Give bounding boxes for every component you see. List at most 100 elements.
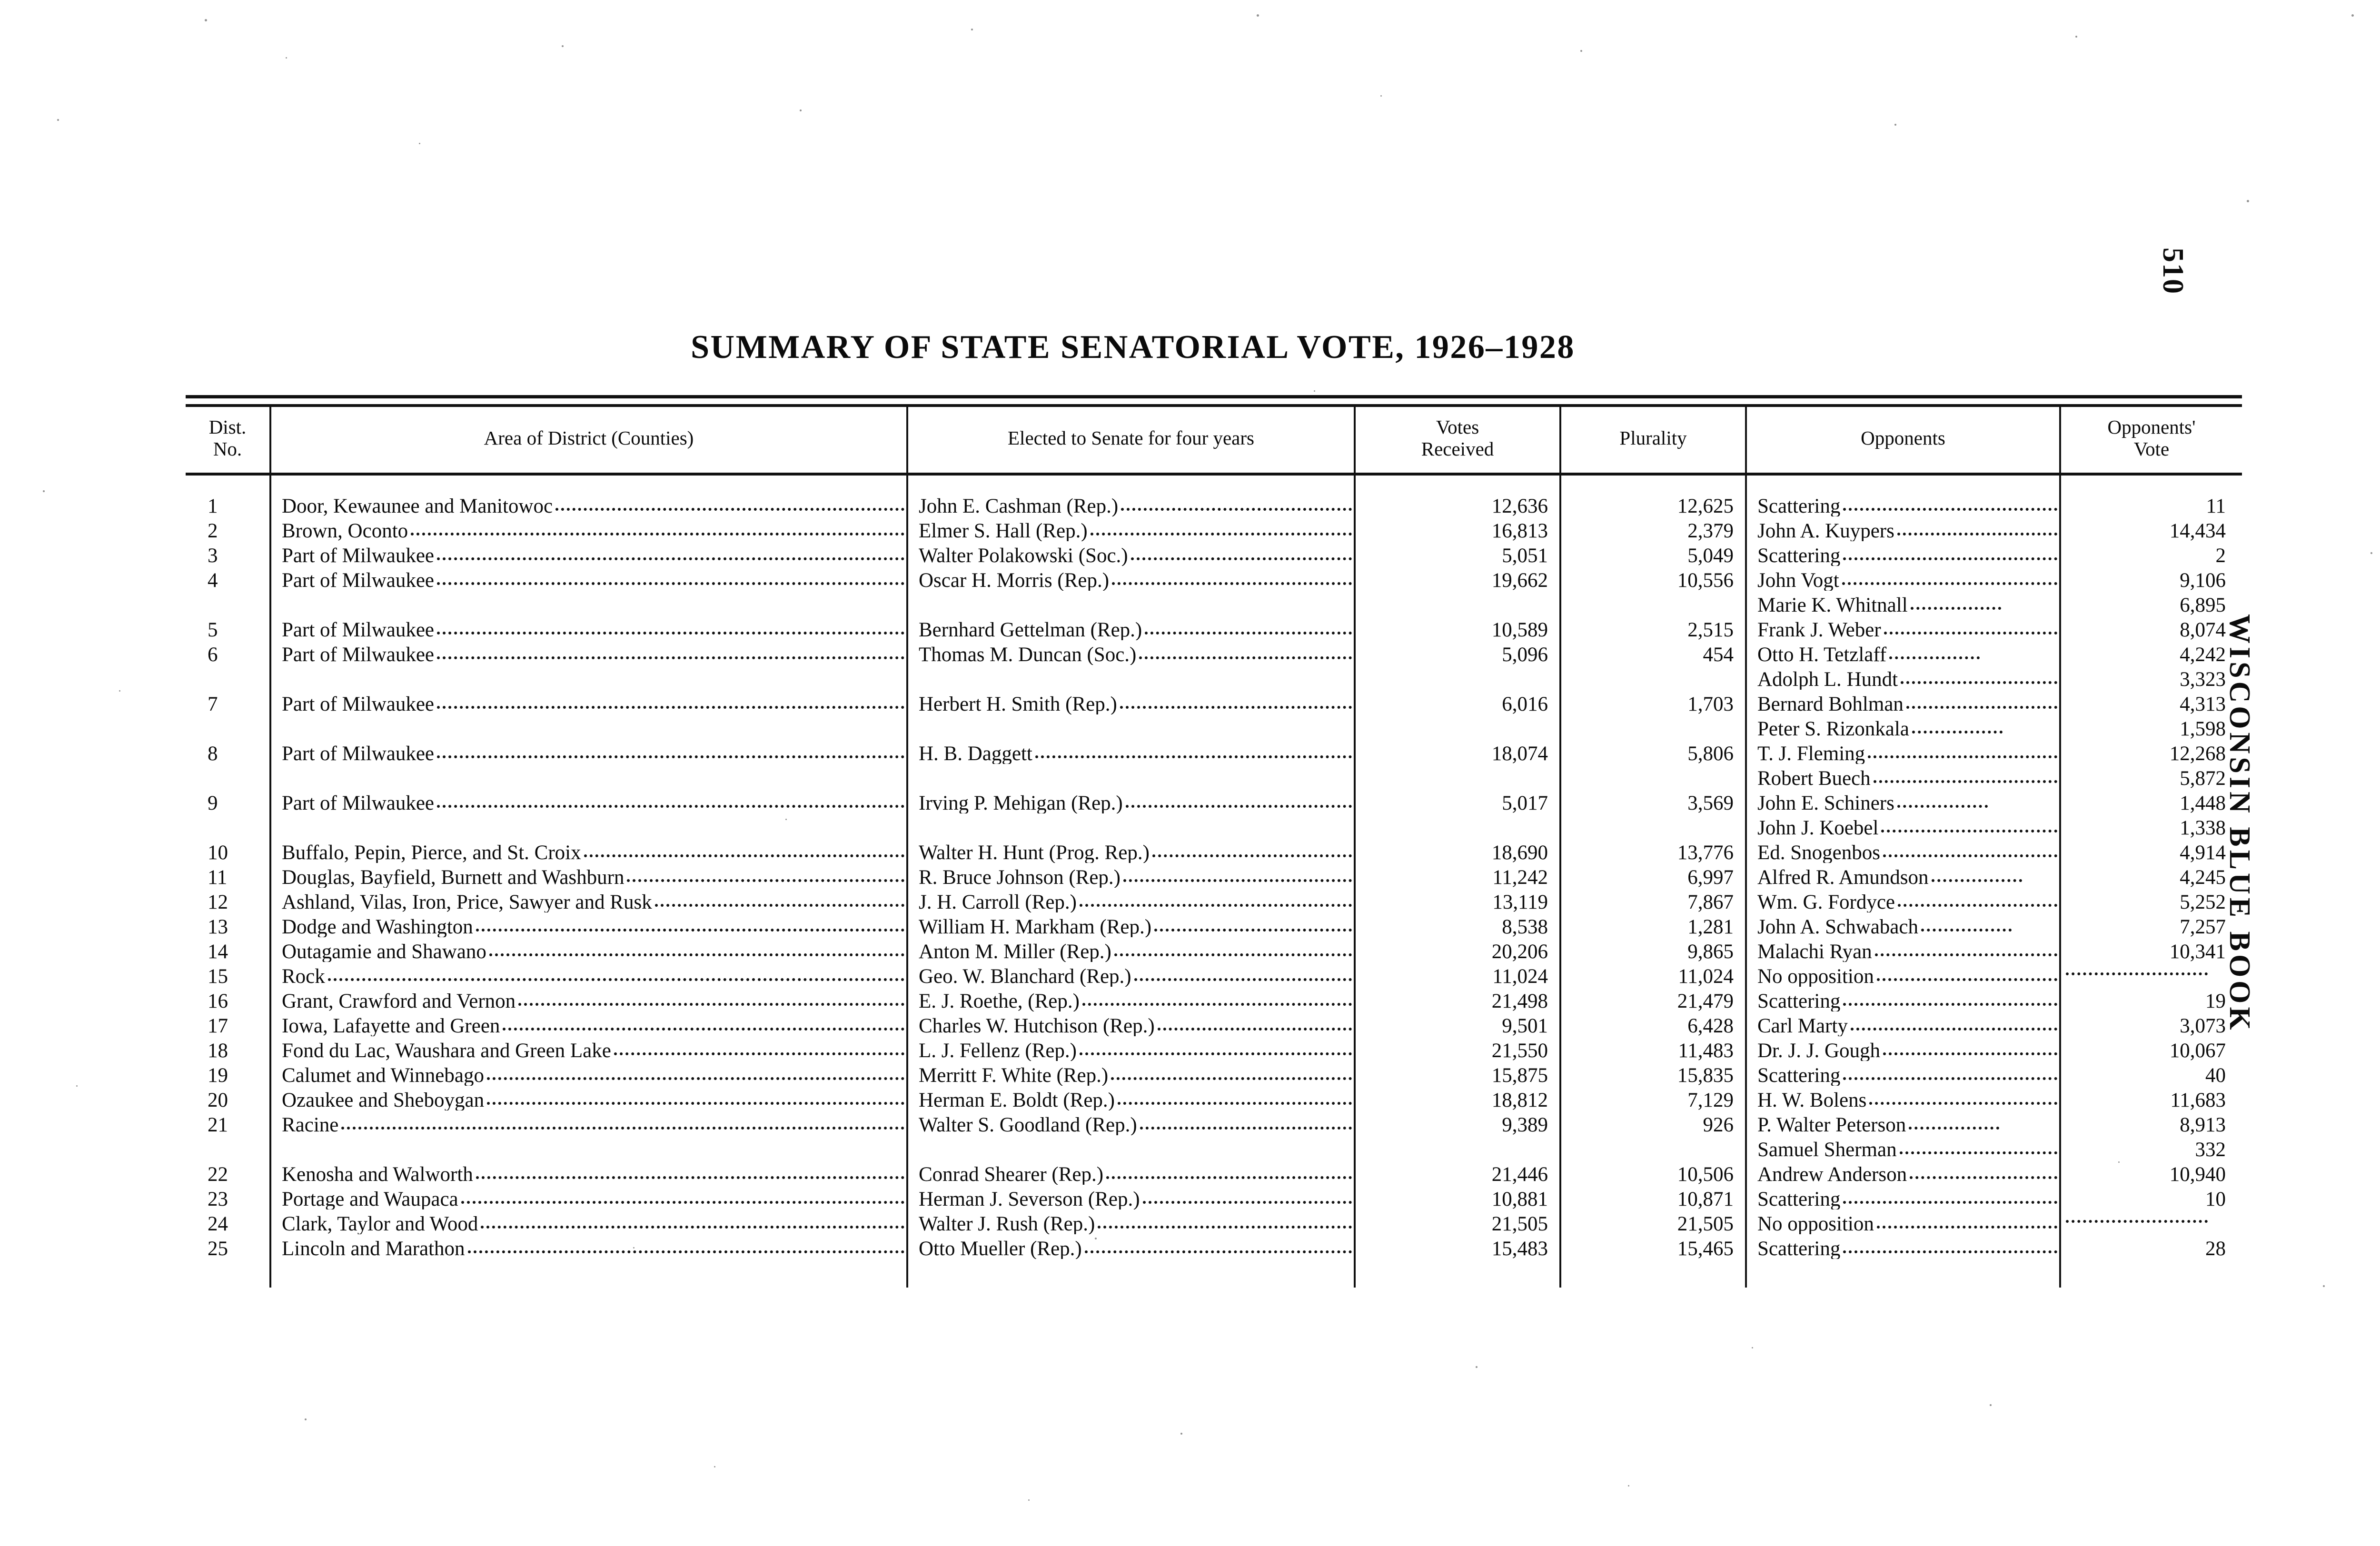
cell-plurality: 11,483 <box>1560 1036 1747 1061</box>
cell-area: Clark, Taylor and Wood <box>270 1209 908 1234</box>
cell-votes-received: 9,501 <box>1355 1011 1561 1036</box>
area-leader-dots <box>487 1101 904 1105</box>
cell-opponents-vote: 14,434 <box>2060 516 2242 541</box>
elected-senator-label: H. B. Daggett <box>919 742 1032 764</box>
opponent-leader-dots <box>1883 1052 2057 1055</box>
cell-votes-received: 16,813 <box>1355 516 1561 541</box>
cell-opponents-vote: 5,252 <box>2060 888 2242 912</box>
district-number-label: 10 <box>208 841 228 863</box>
cell-votes-received: 8,538 <box>1355 912 1561 937</box>
opponent-leader-dots <box>1906 705 2057 709</box>
opponent-name-label: Otto H. Tetzlaff <box>1757 643 1887 665</box>
cell-opponents: Otto H. Tetzlaff Adolph L. Hundt <box>1746 640 2061 690</box>
table-row[interactable]: 21 Racine Walter S. Goodland (Rep.) 9,389 92… <box>186 1110 2242 1160</box>
table-row[interactable]: 4 Part of Milwaukee Oscar H. Morris (Rep.)… <box>186 565 2242 615</box>
plurality: 11,483 <box>1561 1036 1745 1061</box>
opponent-vote: 40 <box>2061 1061 2242 1086</box>
opponent-vote: 28 <box>2061 1234 2242 1259</box>
elected-senator: John E. Cashman (Rep.) <box>908 492 1354 516</box>
cell-district: 24 <box>186 1209 271 1234</box>
cell-votes-received: 11,024 <box>1355 961 1561 987</box>
table-row[interactable]: 8 Part of Milwaukee H. B. Daggett 18,074 5,8… <box>186 739 2242 789</box>
column-header-opponents: Opponents <box>1746 407 2061 476</box>
table-row[interactable]: 3 Part of Milwaukee Walter Polakowski (Soc… <box>186 541 2242 566</box>
cell-district: 20 <box>186 1085 271 1110</box>
cell-opponents-vote: 4,914 <box>2060 838 2242 863</box>
scan-speckle <box>305 1418 307 1420</box>
cell-elected: Herbert H. Smith (Rep.) <box>907 689 1356 739</box>
table-row[interactable]: 13 Dodge and Washington William H. Markham… <box>186 912 2242 937</box>
district-area-label: Ozaukee and Sheboygan <box>282 1089 485 1110</box>
cell-plurality: 1,703 <box>1560 689 1747 739</box>
elected-leader-dots <box>1139 656 1352 659</box>
table-row[interactable]: 15 Rock Geo. W. Blanchard (Rep.) 11,024 11,0… <box>186 961 2242 987</box>
table-row[interactable]: 17 Iowa, Lafayette and Green Charles W. Hu… <box>186 1011 2242 1036</box>
table-row[interactable]: 25 Lincoln and Marathon Otto Mueller (Rep.… <box>186 1234 2242 1259</box>
table-row[interactable]: 19 Calumet and Winnebago Merritt F. White … <box>186 1060 2242 1086</box>
opponent-leader-dots <box>1876 1225 2057 1229</box>
opponent-leader-dots <box>1843 1200 2057 1204</box>
plurality-label: 1,281 <box>1687 915 1734 937</box>
scan-speckle <box>76 1085 78 1087</box>
table-row[interactable]: 5 Part of Milwaukee Bernhard Gettelman (Re… <box>186 615 2242 640</box>
opponent-name: Scattering <box>1747 987 2059 1011</box>
plurality: 926 <box>1561 1110 1745 1135</box>
cell-area: Douglas, Bayfield, Burnett and Washburn <box>270 862 908 888</box>
cell-plurality: 15,835 <box>1560 1060 1747 1086</box>
votes-received: 5,017 <box>1356 789 1559 813</box>
cell-opponents-vote: 4,313 1,598 <box>2060 690 2242 739</box>
district-area-label: Part of Milwaukee <box>282 618 435 640</box>
votes-received-label: 9,501 <box>1502 1014 1548 1036</box>
table-row[interactable]: 18 Fond du Lac, Waushara and Green Lake L.… <box>186 1036 2242 1061</box>
opponent-name: Scattering <box>1747 1061 2059 1086</box>
table-row[interactable]: 20 Ozaukee and Sheboygan Herman E. Boldt (… <box>186 1085 2242 1110</box>
table-row[interactable]: 22 Kenosha and Walworth Conrad Shearer (Re… <box>186 1160 2242 1185</box>
opponent-vote: 3,323 <box>2061 665 2242 690</box>
table-row[interactable]: 10 Buffalo, Pepin, Pierce, and St. Croix W… <box>186 838 2242 863</box>
plurality: 11,024 <box>1561 962 1745 987</box>
scan-speckle <box>1752 1347 1753 1348</box>
votes-received: 8,538 <box>1356 912 1559 937</box>
blank-line <box>271 665 906 690</box>
scan-speckle <box>1476 1366 1478 1368</box>
district-number: 12 <box>186 888 269 912</box>
area-leader-dots <box>411 532 904 535</box>
opponent-vote: 9,106 <box>2061 566 2242 591</box>
table-row[interactable]: 11 Douglas, Bayfield, Burnett and Washbur… <box>186 862 2242 888</box>
table-row[interactable]: 12 Ashland, Vilas, Iron, Price, Sawyer an… <box>186 887 2242 912</box>
cell-votes-received: 18,074 <box>1355 739 1561 789</box>
votes-received-label: 8,538 <box>1502 915 1548 937</box>
table-row[interactable]: 24 Clark, Taylor and Wood Walter J. Rush (… <box>186 1209 2242 1234</box>
no-opposition-dash-rule <box>2066 972 2208 975</box>
table-row[interactable]: 16 Grant, Crawford and Vernon E. J. Roethe… <box>186 986 2242 1011</box>
votes-received-label: 16,813 <box>1491 519 1548 541</box>
area-leader-dots <box>461 1200 904 1204</box>
elected-senator-label: Walter J. Rush (Rep.) <box>919 1212 1095 1234</box>
table-row[interactable]: 14 Outagamie and Shawano Anton M. Miller (… <box>186 937 2242 962</box>
plurality: 6,997 <box>1561 863 1745 888</box>
district-area: Brown, Oconto <box>271 516 906 541</box>
opponent-vote: 3,073 <box>2061 1011 2242 1036</box>
district-number-label: 13 <box>208 915 228 937</box>
cell-area: Outagamie and Shawano <box>270 937 908 962</box>
table-row[interactable]: 9 Part of Milwaukee Irving P. Mehigan (Rep… <box>186 788 2242 838</box>
cell-area: Calumet and Winnebago <box>270 1060 908 1086</box>
table-row[interactable]: 2 Brown, Oconto Elmer S. Hall (Rep.) 16,813… <box>186 516 2242 541</box>
table-row[interactable]: 7 Part of Milwaukee Herbert H. Smith (Rep.… <box>186 689 2242 739</box>
cell-votes-received: 21,446 <box>1355 1160 1561 1185</box>
table-row[interactable]: 23 Portage and Waupaca Herman J. Severson … <box>186 1184 2242 1209</box>
district-area-label: Part of Milwaukee <box>282 693 435 714</box>
cell-district: 17 <box>186 1011 271 1036</box>
elected-leader-dots <box>1154 928 1352 932</box>
elected-leader-dots <box>1084 1250 1352 1253</box>
plurality: 2,379 <box>1561 516 1745 541</box>
opponent-vote-label: 19 <box>2205 990 2226 1011</box>
table-row[interactable]: 6 Part of Milwaukee Thomas M. Duncan (Soc.… <box>186 640 2242 690</box>
opponent-leader-dots <box>1897 532 2057 535</box>
opponent-leader-dots <box>1883 854 2057 857</box>
cell-area: Rock <box>270 961 908 987</box>
opponent-name: Ed. Snogenbos <box>1747 838 2059 863</box>
cell-area: Part of Milwaukee <box>270 739 908 789</box>
table-row[interactable]: 1 Door, Kewaunee and Manitowoc John E. Cas… <box>186 491 2242 516</box>
